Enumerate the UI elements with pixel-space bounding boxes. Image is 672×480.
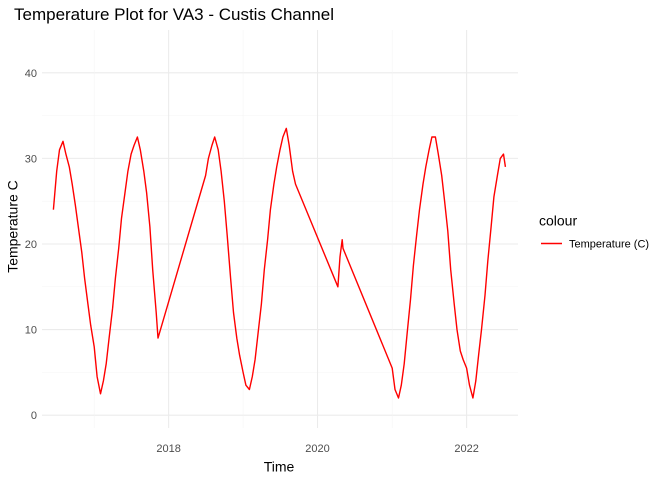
x-tick-label: 2018 xyxy=(156,443,180,455)
x-tick-label: 2020 xyxy=(305,443,329,455)
x-axis-ticks: 2018 2020 2022 xyxy=(156,443,478,455)
legend-label: Temperature (C) xyxy=(569,239,649,251)
y-tick-label: 20 xyxy=(25,239,37,251)
legend-title: colour xyxy=(539,213,577,229)
y-tick-label: 10 xyxy=(25,325,37,337)
y-axis-ticks: 0 10 20 30 40 xyxy=(25,68,37,422)
temperature-line xyxy=(52,127,507,399)
grid xyxy=(42,30,518,428)
y-tick-label: 0 xyxy=(31,410,37,422)
y-axis-title: Temperature C xyxy=(5,180,21,273)
x-tick-label: 2022 xyxy=(454,443,478,455)
y-tick-label: 30 xyxy=(25,153,37,165)
plot-area xyxy=(52,127,507,399)
chart-title: Temperature Plot for VA3 - Custis Channe… xyxy=(14,5,334,24)
legend: colour Temperature (C) xyxy=(539,213,649,251)
y-tick-label: 40 xyxy=(25,68,37,80)
x-axis-title: Time xyxy=(264,459,295,475)
